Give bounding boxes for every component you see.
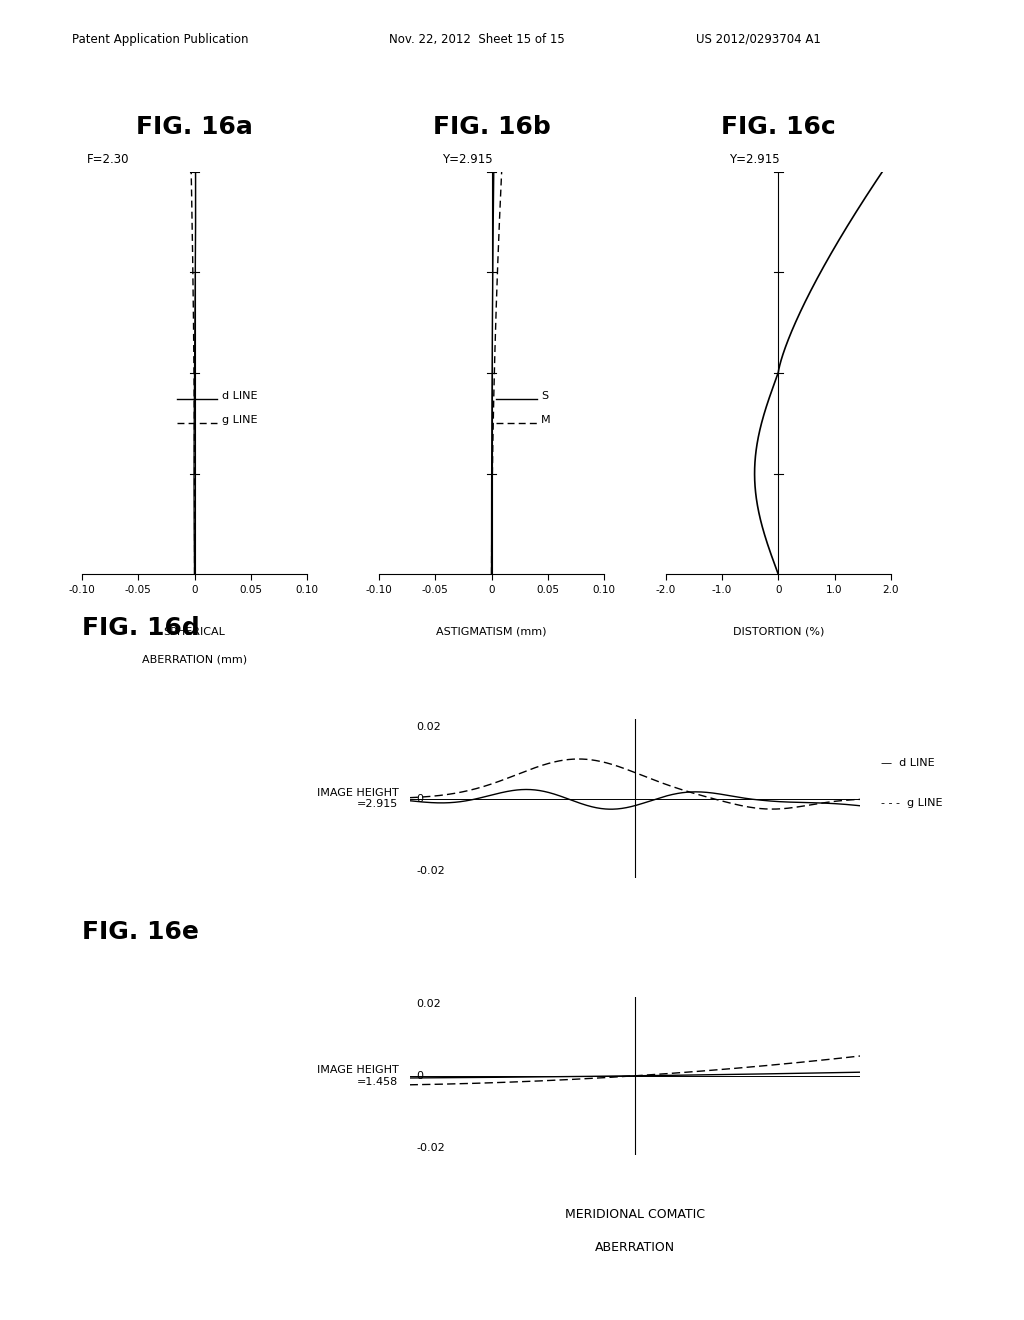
Text: ABERRATION (mm): ABERRATION (mm) xyxy=(142,655,247,665)
Text: FIG. 16d: FIG. 16d xyxy=(82,616,200,640)
Text: d LINE: d LINE xyxy=(221,391,257,401)
Text: 0: 0 xyxy=(417,793,423,804)
Text: —  d LINE: — d LINE xyxy=(881,758,934,768)
Text: F=2.30: F=2.30 xyxy=(86,153,129,165)
Text: FIG. 16a: FIG. 16a xyxy=(136,115,253,139)
Text: MERIDIONAL COMATIC: MERIDIONAL COMATIC xyxy=(565,1208,705,1221)
Text: FIG. 16c: FIG. 16c xyxy=(721,115,836,139)
Text: - - -  g LINE: - - - g LINE xyxy=(881,797,942,808)
Text: Y=2.915: Y=2.915 xyxy=(442,153,493,165)
Text: Y=2.915: Y=2.915 xyxy=(729,153,779,165)
Text: US 2012/0293704 A1: US 2012/0293704 A1 xyxy=(696,33,821,46)
Text: FIG. 16b: FIG. 16b xyxy=(433,115,550,139)
Text: -0.02: -0.02 xyxy=(417,866,445,875)
Text: 0.02: 0.02 xyxy=(417,722,441,731)
Text: S: S xyxy=(541,391,548,401)
Text: IMAGE HEIGHT
=1.458: IMAGE HEIGHT =1.458 xyxy=(316,1065,398,1086)
Text: ASTIGMATISM (mm): ASTIGMATISM (mm) xyxy=(436,627,547,636)
Text: Nov. 22, 2012  Sheet 15 of 15: Nov. 22, 2012 Sheet 15 of 15 xyxy=(389,33,565,46)
Text: SPHERICAL: SPHERICAL xyxy=(164,627,225,636)
Text: FIG. 16e: FIG. 16e xyxy=(82,920,199,944)
Text: M: M xyxy=(541,416,551,425)
Text: ABERRATION: ABERRATION xyxy=(595,1241,675,1254)
Text: 0.02: 0.02 xyxy=(417,999,441,1008)
Text: g LINE: g LINE xyxy=(221,416,257,425)
Text: Patent Application Publication: Patent Application Publication xyxy=(72,33,248,46)
Text: -0.02: -0.02 xyxy=(417,1143,445,1152)
Text: IMAGE HEIGHT
=2.915: IMAGE HEIGHT =2.915 xyxy=(316,788,398,809)
Text: 0: 0 xyxy=(417,1071,423,1081)
Text: DISTORTION (%): DISTORTION (%) xyxy=(732,627,824,636)
